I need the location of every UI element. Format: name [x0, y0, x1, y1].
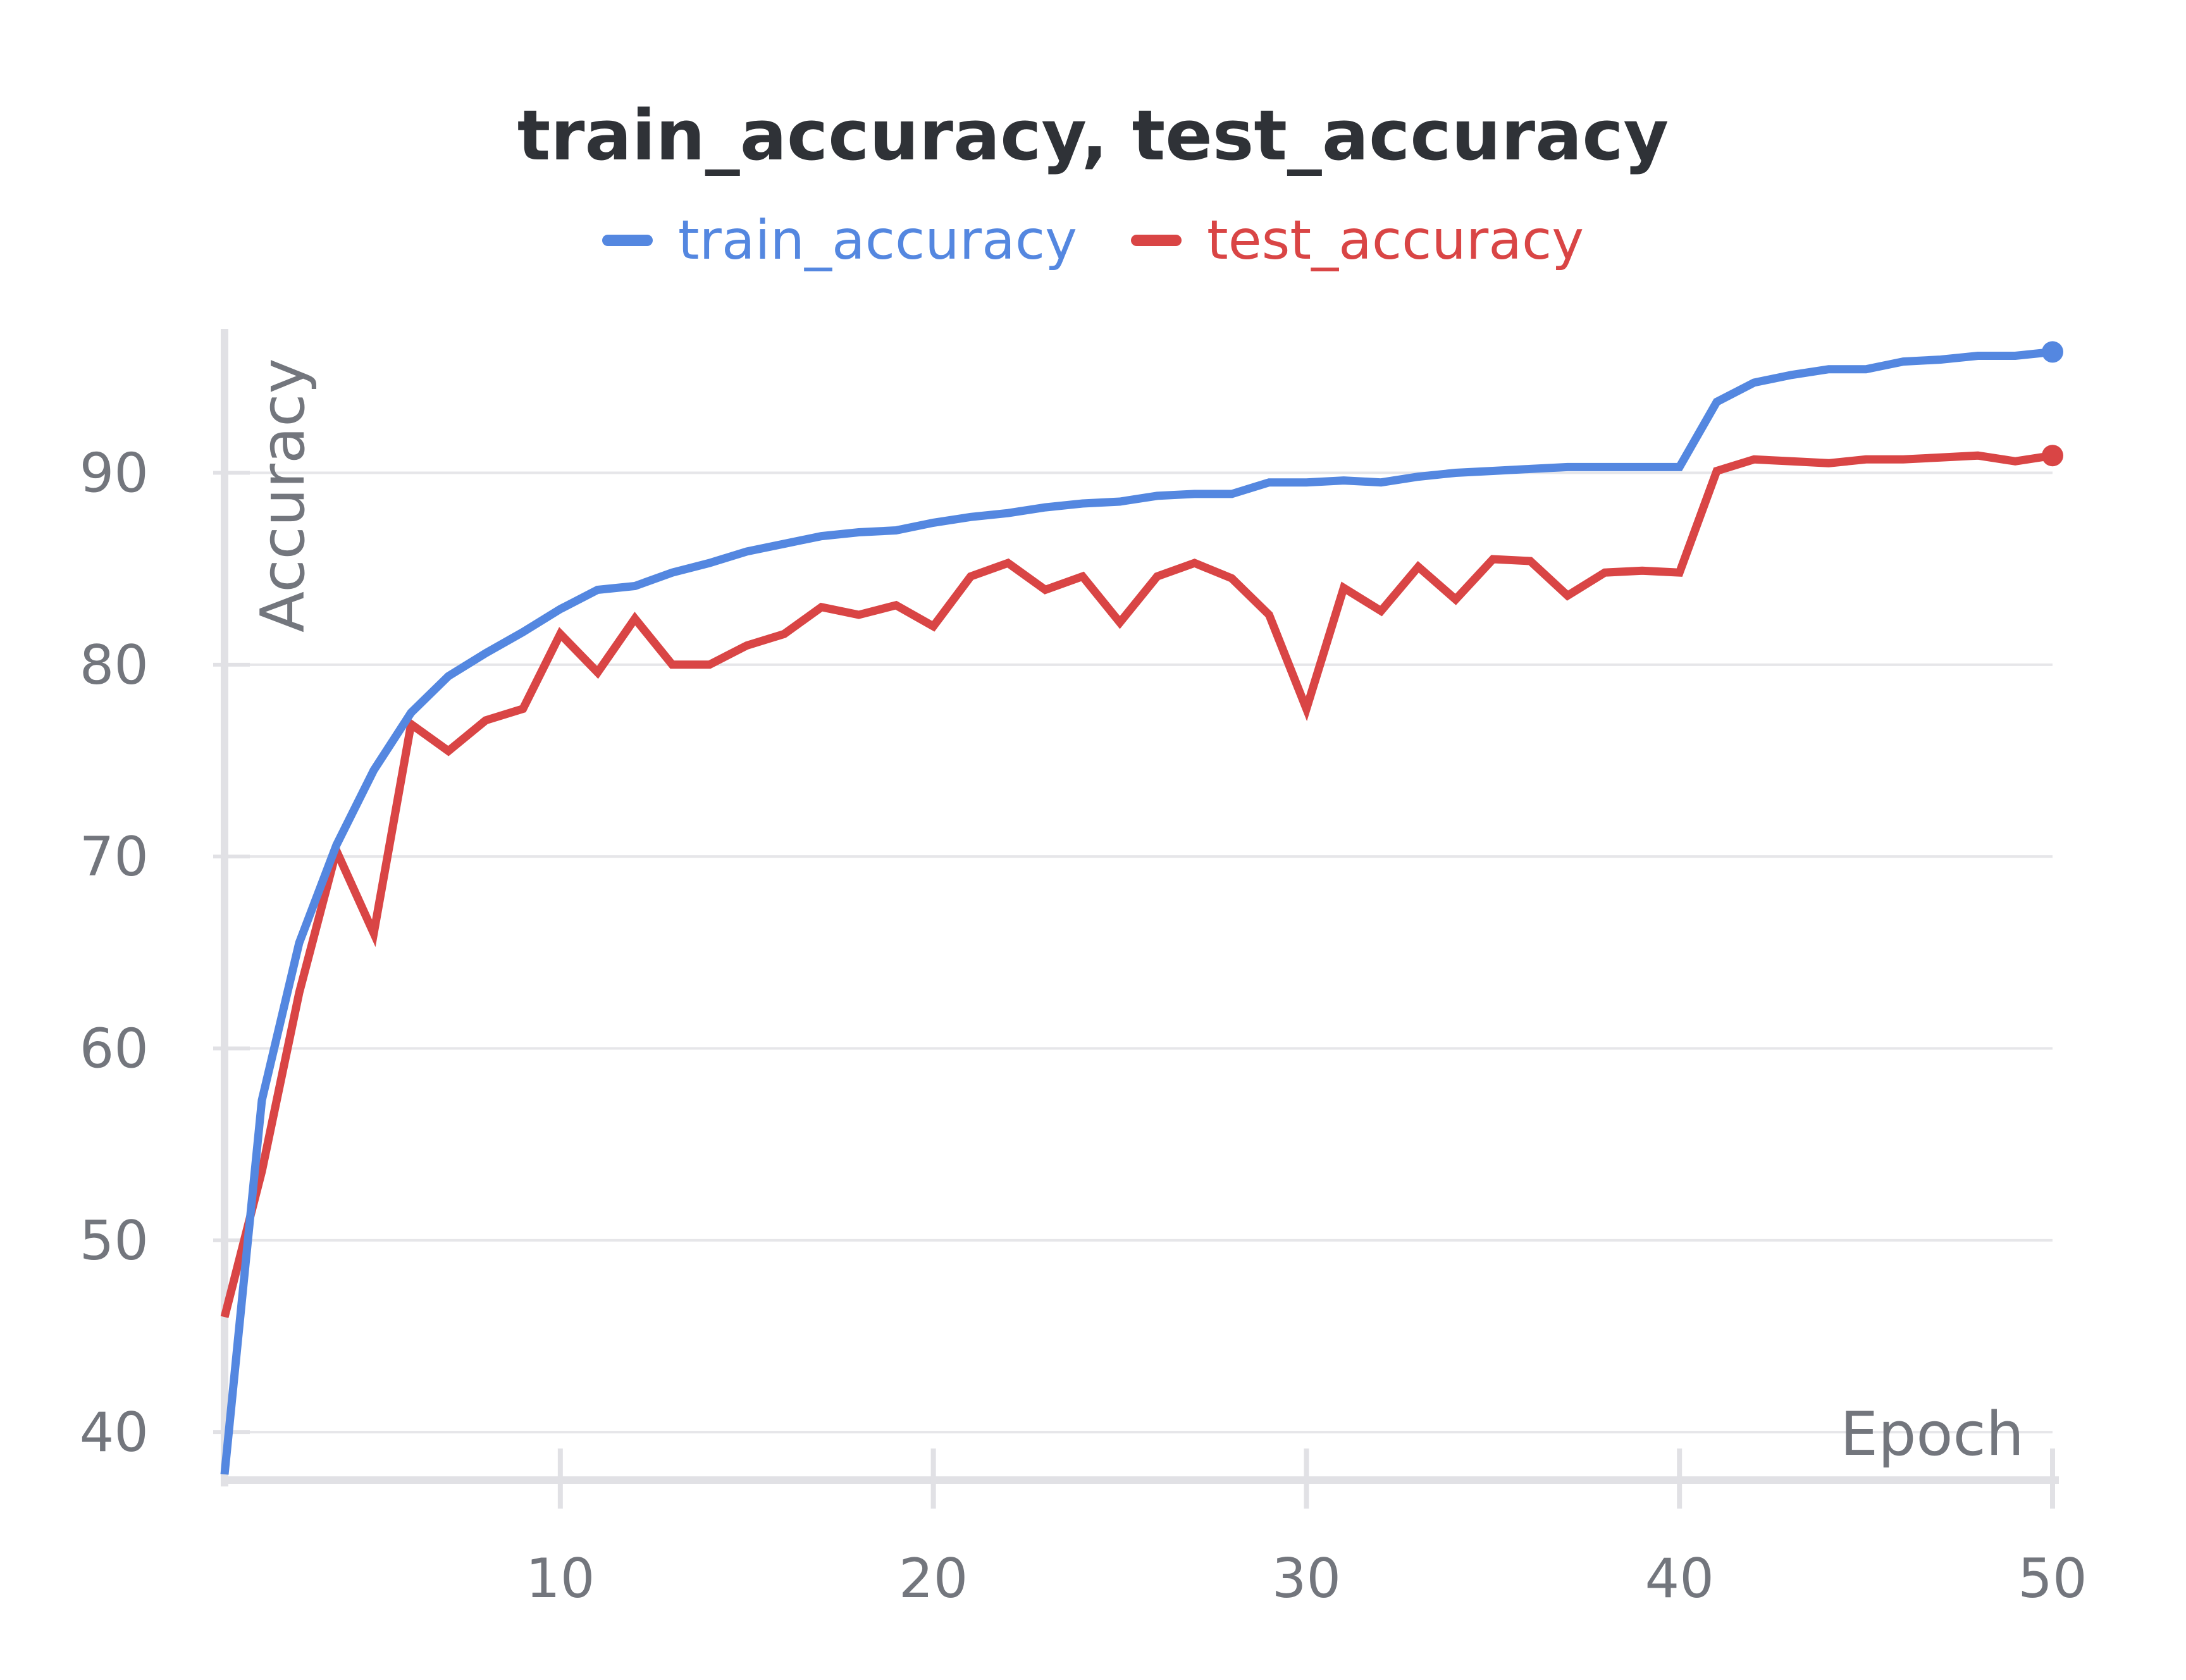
- series-line-test_accuracy[interactable]: [220, 451, 2053, 1318]
- y-tick-label: 80: [80, 634, 149, 697]
- legend-swatch-test: [1131, 235, 1182, 246]
- x-tick-label: 10: [526, 1547, 595, 1610]
- series-line-train_accuracy[interactable]: [220, 347, 2053, 1475]
- series-layer: [220, 341, 2063, 1475]
- y-tick-label: 40: [80, 1401, 149, 1464]
- x-tick-label: 50: [2018, 1547, 2087, 1610]
- y-tick-label: 90: [80, 442, 149, 505]
- series-end-point-test_accuracy[interactable]: [2042, 445, 2063, 467]
- x-axis-label: Epoch: [1840, 1400, 2024, 1469]
- legend: train_accuracy test_accuracy: [0, 209, 2186, 272]
- y-axis-label: Accuracy: [249, 358, 318, 633]
- legend-swatch-train: [602, 235, 653, 246]
- legend-label-test: test_accuracy: [1207, 209, 1584, 272]
- series-end-point-train_accuracy[interactable]: [2042, 341, 2063, 363]
- legend-label-train: train_accuracy: [677, 209, 1077, 272]
- x-tick-label: 40: [1645, 1547, 1714, 1610]
- legend-item-train[interactable]: train_accuracy: [602, 209, 1077, 272]
- axis-layer: 40 50 60 70 80 90 10 20 30 40 50: [80, 329, 2087, 1610]
- chart-title: train_accuracy, test_accuracy: [517, 95, 1669, 176]
- y-tick-label: 70: [80, 825, 149, 889]
- y-tick-label: 60: [80, 1018, 149, 1081]
- x-tick-label: 20: [899, 1547, 968, 1610]
- legend-item-test[interactable]: test_accuracy: [1131, 209, 1584, 272]
- grid-layer: [225, 471, 2053, 1434]
- x-tick-label: 30: [1272, 1547, 1341, 1610]
- y-tick-label: 50: [80, 1209, 149, 1273]
